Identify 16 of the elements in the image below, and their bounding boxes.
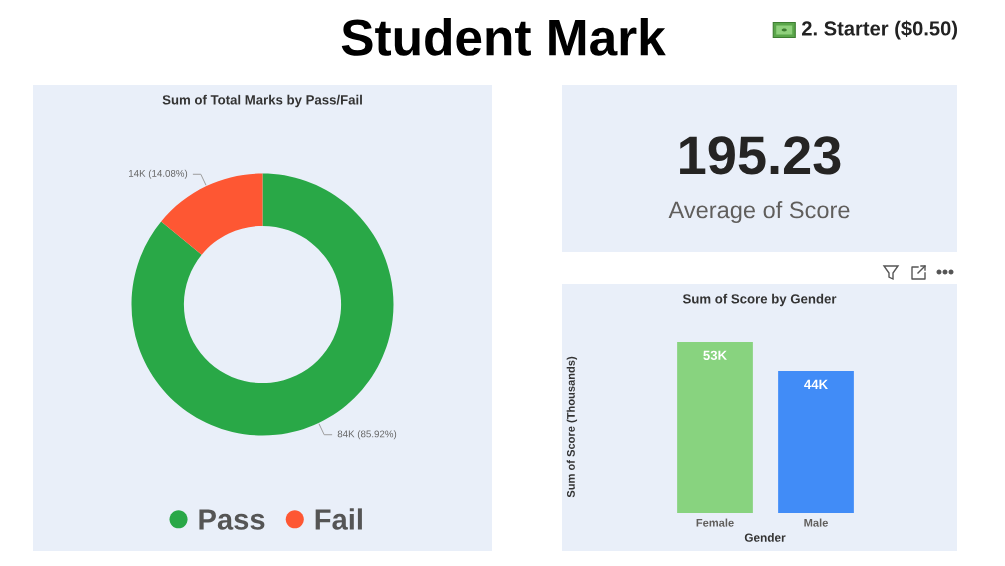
legend-label: Fail [315, 508, 362, 530]
data-label: 44K [804, 379, 828, 389]
text: 195.23 [680, 136, 841, 175]
legend-label: Pass [199, 509, 265, 530]
text: Average of Score [668, 201, 850, 223]
text: 2. Starter ($0.50) [801, 20, 958, 40]
chart-title: Sum of Score by Gender [682, 293, 837, 307]
data-label: 53K [703, 350, 727, 361]
chart-title: Sum of Total Marks by Pass/Fail [162, 94, 362, 108]
x-tick-label: Male [804, 518, 828, 527]
data-label: 84K (85.92%) [337, 430, 397, 440]
data-label: 14K (14.08%) [129, 169, 188, 179]
x-axis-title: Gender [744, 533, 786, 542]
x-tick-label: Female [696, 518, 734, 527]
text: Student Mark [341, 18, 666, 56]
y-axis-title: Sum of Score (Thousands) [566, 356, 578, 498]
